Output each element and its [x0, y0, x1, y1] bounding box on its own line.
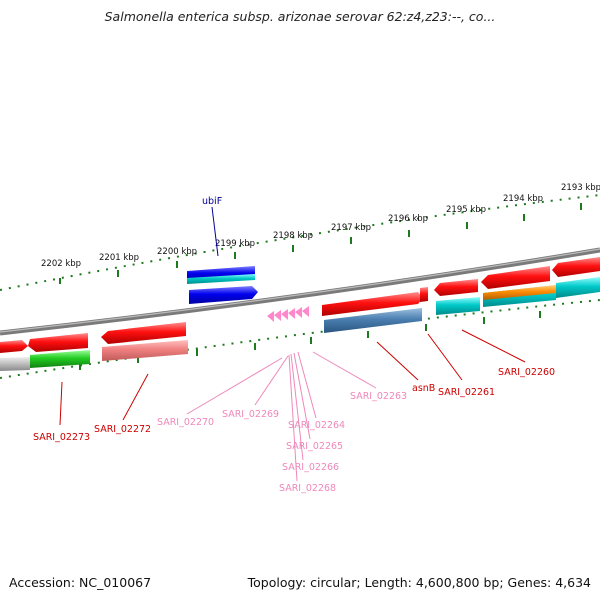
gene-right-edge[interactable]	[552, 257, 600, 298]
label-leaders	[59, 206, 526, 482]
accession-text: Accession: NC_010067	[9, 575, 152, 590]
scale-label: 2198 kbp	[273, 231, 313, 241]
gene-left-pair[interactable]	[0, 333, 88, 353]
gene-SARI_02261[interactable]	[434, 279, 480, 315]
gene-label-SARI_02264[interactable]: SARI_02264	[288, 420, 345, 431]
gene-label-SARI_02269[interactable]: SARI_02269	[222, 409, 279, 420]
gene-label-SARI_02263[interactable]: SARI_02263	[350, 391, 407, 402]
gene-label-SARI_02266[interactable]: SARI_02266	[282, 462, 339, 473]
gene-SARI_02272[interactable]	[101, 322, 188, 361]
topology-text: Topology: circular; Length: 4,600,800 bp…	[247, 575, 591, 590]
scale-ring-outer	[0, 194, 600, 291]
gene-label-SARI_02270[interactable]: SARI_02270	[157, 417, 214, 428]
gene-left-lower[interactable]	[0, 350, 90, 371]
gene-label-SARI_02265[interactable]: SARI_02265	[286, 441, 343, 452]
scale-label: 2202 kbp	[41, 259, 81, 269]
scale-ticks-outer	[59, 203, 582, 284]
scale-label: 2197 kbp	[331, 223, 371, 233]
gene-label-SARI_02260[interactable]: SARI_02260	[498, 367, 555, 378]
gene-label-ubiF[interactable]: ubiF	[202, 196, 222, 207]
genome-backbone	[0, 247, 600, 336]
scale-ticks-inner	[79, 311, 541, 370]
scale-label: 2201 kbp	[99, 253, 139, 263]
scale-label: 2193 kbp	[561, 183, 600, 193]
scale-label: 2199 kbp	[215, 239, 255, 249]
page-title: Salmonella enterica subsp. arizonae sero…	[104, 9, 496, 24]
gene-label-asnB[interactable]: asnB	[412, 383, 435, 394]
gene-label-SARI_02272[interactable]: SARI_02272	[94, 424, 151, 435]
gene-label-SARI_02261[interactable]: SARI_02261	[438, 387, 495, 398]
gene-label-SARI_02273[interactable]: SARI_02273	[33, 432, 90, 443]
scale-label: 2196 kbp	[388, 214, 428, 224]
scale-label: 2194 kbp	[503, 194, 543, 204]
gene-label-SARI_02268[interactable]: SARI_02268	[279, 483, 336, 494]
gene-ubiF[interactable]	[187, 266, 258, 304]
scale-label: 2200 kbp	[157, 247, 197, 257]
scale-labels: 2202 kbp 2201 kbp 2200 kbp 2199 kbp 2198…	[41, 183, 600, 269]
scale-label: 2195 kbp	[446, 205, 486, 215]
gene-labels: ubiF SARI_02273 SARI_02272 SARI_02270 SA…	[33, 196, 555, 494]
gene-SARI_02260[interactable]	[481, 266, 556, 307]
gene-asnB[interactable]	[322, 287, 428, 333]
gene-cluster-pink[interactable]	[267, 306, 309, 322]
